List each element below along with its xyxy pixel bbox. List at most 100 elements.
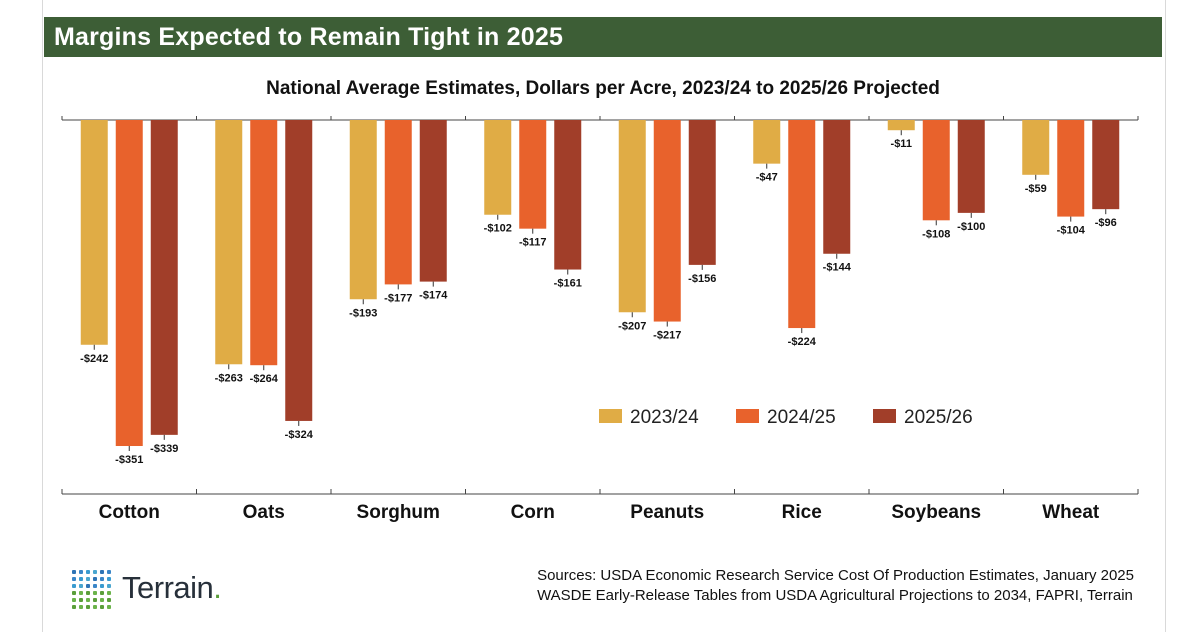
data-label: -$117 [519, 237, 547, 249]
data-label: -$264 [250, 373, 279, 385]
logo-dot [72, 577, 76, 581]
bar-soybeans-2025-26 [957, 120, 985, 213]
logo-dot [100, 570, 104, 574]
logo-dot [100, 605, 104, 609]
logo-dot [93, 584, 97, 588]
bar-corn-2023-24 [484, 120, 512, 215]
bar-soybeans-2023-24 [887, 120, 915, 131]
bar-cotton-2024-25 [115, 120, 143, 447]
bar-wheat-2024-25 [1057, 120, 1085, 217]
bar-sorghum-2024-25 [384, 120, 412, 285]
data-label: -$156 [688, 273, 716, 285]
bar-corn-2024-25 [519, 120, 547, 229]
data-label: -$177 [384, 292, 412, 304]
logo-dot [93, 605, 97, 609]
data-label: -$193 [349, 307, 377, 319]
logo-dot [107, 591, 111, 595]
bar-peanuts-2024-25 [653, 120, 681, 322]
data-label: -$100 [957, 221, 985, 233]
sources-line-1: Sources: USDA Economic Research Service … [537, 567, 1134, 584]
logo-text: Terrain. [122, 568, 222, 608]
bar-sorghum-2023-24 [349, 120, 377, 300]
logo-dot [72, 584, 76, 588]
logo-dot [86, 577, 90, 581]
logo-dot [107, 570, 111, 574]
sources-note: Sources: USDA Economic Research Service … [537, 566, 1134, 606]
logo-dot [86, 584, 90, 588]
bar-oats-2025-26 [285, 120, 313, 421]
chart-frame [42, 0, 1166, 632]
logo-dot [86, 570, 90, 574]
legend-label: 2023/24 [630, 407, 699, 428]
data-label: -$11 [891, 138, 912, 150]
logo-dot [107, 584, 111, 588]
data-label: -$47 [756, 172, 778, 184]
category-label: Corn [511, 502, 555, 523]
bar-peanuts-2025-26 [688, 120, 716, 265]
logo-dot [72, 591, 76, 595]
logo-dot [79, 605, 83, 609]
data-label: -$242 [80, 353, 108, 365]
category-label: Peanuts [630, 502, 704, 523]
data-label: -$207 [618, 320, 646, 332]
data-label: -$339 [150, 443, 178, 455]
category-label: Sorghum [357, 502, 440, 523]
logo-dot [107, 577, 111, 581]
bar-soybeans-2024-25 [922, 120, 950, 221]
logo-dot [93, 591, 97, 595]
category-label: Wheat [1042, 502, 1100, 523]
logo-dot [93, 570, 97, 574]
logo-dot [93, 577, 97, 581]
logo-dot [72, 605, 76, 609]
logo-word: Terrain [122, 570, 214, 605]
bar-oats-2024-25 [250, 120, 278, 366]
legend-label: 2025/26 [904, 407, 973, 428]
bar-wheat-2023-24 [1022, 120, 1050, 175]
logo-dot [79, 570, 83, 574]
logo-dot [79, 577, 83, 581]
chart-title: National Average Estimates, Dollars per … [266, 78, 940, 99]
legend-swatch [599, 409, 622, 423]
legend-label: 2024/25 [767, 407, 836, 428]
logo-dot [79, 598, 83, 602]
data-label: -$102 [484, 223, 512, 235]
page-title: Margins Expected to Remain Tight in 2025 [54, 23, 564, 51]
data-label: -$217 [653, 330, 681, 342]
logo-dot [72, 598, 76, 602]
data-label: -$224 [788, 336, 817, 348]
bar-cotton-2023-24 [80, 120, 108, 345]
bar-rice-2025-26 [823, 120, 851, 254]
logo-period: . [213, 570, 222, 605]
logo-dot [79, 584, 83, 588]
bar-sorghum-2025-26 [419, 120, 447, 282]
bar-cotton-2025-26 [150, 120, 178, 435]
data-label: -$108 [922, 228, 950, 240]
logo-dot [79, 591, 83, 595]
logo-dot [86, 591, 90, 595]
sources-line-2: WASDE Early-Release Tables from USDA Agr… [537, 587, 1133, 604]
logo-dot [93, 598, 97, 602]
title-banner [44, 17, 1162, 57]
logo-dot [100, 598, 104, 602]
category-label: Oats [243, 502, 285, 523]
logo-dot [107, 598, 111, 602]
bar-rice-2024-25 [788, 120, 816, 329]
logo-dot [72, 570, 76, 574]
category-label: Soybeans [891, 502, 981, 523]
data-label: -$263 [215, 372, 243, 384]
logo-dot [86, 598, 90, 602]
bar-wheat-2025-26 [1092, 120, 1120, 210]
dot-grid-icon [72, 570, 112, 609]
data-label: -$104 [1057, 225, 1086, 237]
logo-dot [100, 577, 104, 581]
legend-swatch [736, 409, 759, 423]
data-label: -$96 [1095, 217, 1117, 229]
logo-dot [107, 605, 111, 609]
bar-corn-2025-26 [554, 120, 582, 270]
bar-peanuts-2023-24 [618, 120, 646, 313]
data-label: -$324 [285, 429, 314, 441]
category-label: Cotton [99, 502, 160, 523]
bar-oats-2023-24 [215, 120, 243, 365]
logo-dot [86, 605, 90, 609]
